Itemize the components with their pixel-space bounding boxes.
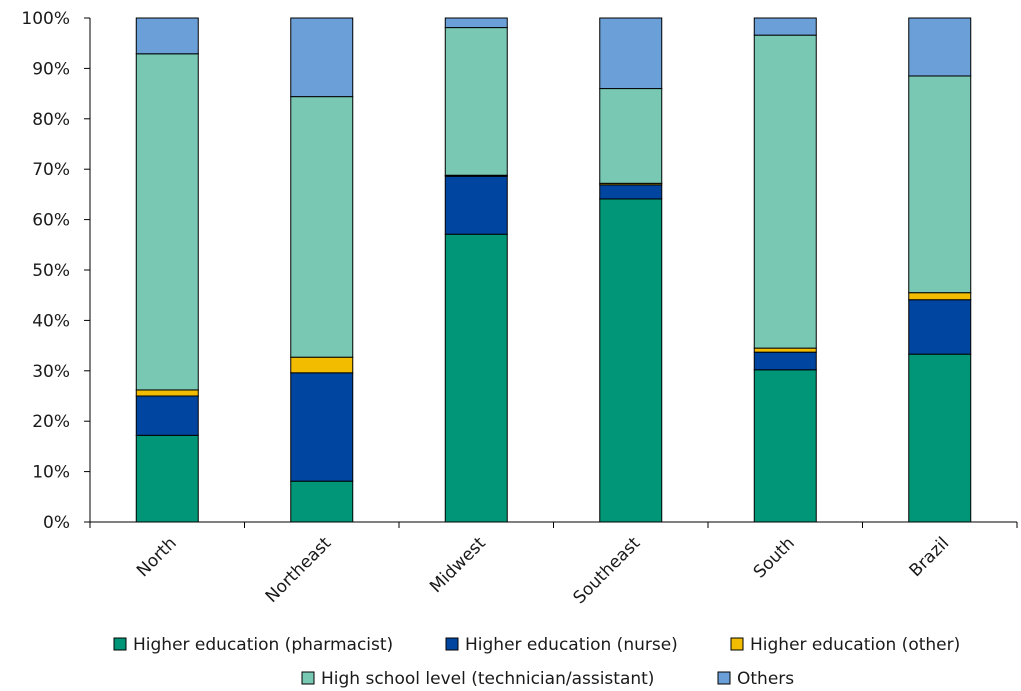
bar-segment-northeast-high-school-level-technician-assistant [290,96,354,358]
bar-segment-brazil-higher-education-nurse [908,299,972,355]
legend-swatch [445,637,459,651]
bar-segment-midwest-high-school-level-technician-assistant [444,27,508,176]
bar-segment-north-higher-education-other [135,389,199,397]
x-tick-label: Brazil [906,533,954,581]
bar-segment-south-higher-education-pharmacist [753,369,817,523]
bar-segment-south-high-school-level-technician-assistant [753,34,817,349]
x-tick-label: Southeast [569,533,644,608]
legend-swatch [717,671,731,685]
bar-segment-southeast-higher-education-nurse [599,184,663,200]
x-axis [89,521,1018,528]
y-tick-label: 90% [32,59,70,79]
bar-segment-south-others [753,17,817,36]
bar-segment-northeast-higher-education-nurse [290,372,354,482]
y-tick-label: 20% [32,412,70,432]
bar-segment-south-higher-education-nurse [753,351,817,371]
bar-segment-brazil-high-school-level-technician-assistant [908,75,972,294]
bar-segment-brazil-higher-education-pharmacist [908,353,972,523]
x-tick-label: Northeast [262,533,336,607]
bar-segment-north-others [135,17,199,55]
bar-segment-southeast-others [599,17,663,90]
bar-segment-north-high-school-level-technician-assistant [135,53,199,391]
legend: Higher education (pharmacist) Higher educ… [113,635,960,689]
bar-segment-north-higher-education-nurse [135,395,199,436]
y-tick-label: 100% [21,9,70,29]
y-tick-label: 60% [32,211,70,231]
legend-label: Higher education (other) [750,635,960,655]
bar-segment-brazil-others [908,17,972,77]
legend-label: Higher education (pharmacist) [133,635,393,655]
bar-segment-southeast-higher-education-pharmacist [599,198,663,523]
y-tick-label: 10% [32,463,70,483]
bars [135,17,972,523]
y-tick-label: 80% [32,110,70,130]
y-tick-label: 70% [32,160,70,180]
legend-swatch [113,637,127,651]
bar-segment-south-higher-education-other [753,347,817,353]
x-tick-label: South [750,533,799,582]
bar-segment-northeast-others [290,17,354,98]
y-axis: 0% 10% 20% 30% 40% 50% 60% 70% 80% 90% 100% [21,9,91,533]
x-tick-label: North [133,533,181,581]
category-labels: North Northeast Midwest Southeast South Brazi… [133,533,953,608]
legend-label: High school level (technician/assistant) [321,669,654,689]
y-tick-label: 50% [32,261,70,281]
bar-segment-brazil-higher-education-other [908,292,972,301]
y-tick-label: 30% [32,362,70,382]
legend-swatch [730,637,744,651]
legend-swatch [301,671,315,685]
legend-label: Others [737,669,794,689]
bar-segment-midwest-higher-education-nurse [444,175,508,235]
bar-segment-northeast-higher-education-other [290,356,354,374]
y-tick-label: 0% [43,513,70,533]
y-tick-label: 40% [32,311,70,331]
x-tick-label: Midwest [426,533,490,597]
legend-label: Higher education (nurse) [465,635,678,655]
bar-segment-north-higher-education-pharmacist [135,434,199,523]
bar-segment-midwest-others [444,17,508,29]
bar-segment-southeast-high-school-level-technician-assistant [599,88,663,184]
bar-segment-midwest-higher-education-pharmacist [444,233,508,523]
bar-segment-northeast-higher-education-pharmacist [290,480,354,523]
